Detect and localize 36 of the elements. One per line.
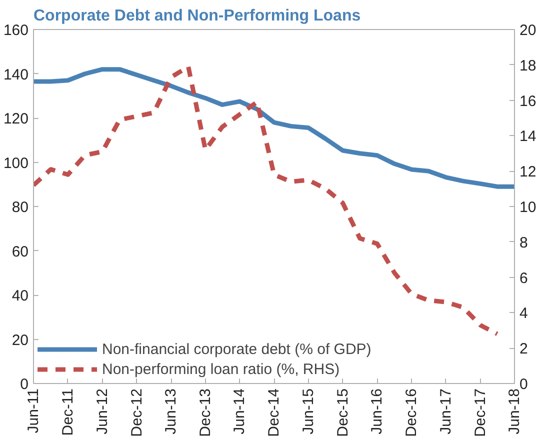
x-tick-label: Jun-12 (94, 388, 111, 434)
y2-tick-label: 8 (520, 234, 528, 252)
x-tick-label: Dec-17 (472, 388, 489, 437)
line-series (34, 64, 500, 336)
y-tick-label: 160 (3, 22, 29, 39)
x-tick-label: Dec-12 (128, 388, 146, 437)
x-tick-label: Dec-11 (59, 388, 76, 436)
x-tick-label: Dec-15 (334, 388, 352, 437)
x-tick-label: Dec-13 (196, 388, 214, 437)
x-tick-label: Jun-17 (437, 388, 454, 434)
y-tick-label: 40 (12, 288, 29, 304)
y2-tick-label: 20 (520, 22, 536, 39)
y2-tick-label: 4 (520, 305, 528, 322)
chart-title: Corporate Debt and Non-Performing Loans (34, 8, 361, 24)
x-tick-label: Jun-13 (162, 388, 180, 434)
y-tick-label: 80 (12, 199, 29, 216)
y-tick-label: 100 (3, 154, 29, 172)
y2-tick-label: 10 (520, 199, 536, 216)
y2-tick-label: 12 (520, 164, 536, 181)
y-tick-label: 60 (12, 243, 29, 260)
x-tick-label: Jun-16 (368, 388, 386, 434)
y2-tick-label: 6 (520, 270, 528, 287)
line-series (34, 67, 514, 189)
y2-tick-label: 16 (520, 92, 536, 110)
y-tick-label: 140 (3, 66, 29, 84)
y2-tick-label: 2 (520, 340, 528, 358)
x-tick-label: Jun-15 (300, 388, 317, 434)
x-tick-label: Jun-14 (231, 388, 248, 434)
y-tick-label: 120 (3, 110, 29, 128)
y2-tick-label: 14 (520, 128, 536, 146)
y-tick-label: 20 (12, 332, 29, 349)
y2-tick-label: 18 (520, 57, 536, 74)
legend-label: Non-performing loan ratio (%, RHS) (102, 360, 340, 378)
legend-label: Non-financial corporate debt (% of GDP) (102, 340, 372, 358)
x-tick-label: Dec-14 (266, 388, 283, 437)
x-tick-label: Dec-16 (403, 388, 420, 437)
